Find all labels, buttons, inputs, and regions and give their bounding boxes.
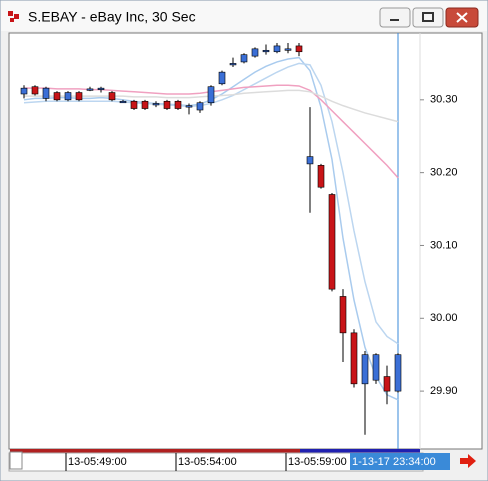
scroll-right-arrow[interactable] xyxy=(460,454,476,468)
candle-body xyxy=(42,87,50,99)
candle-body xyxy=(361,354,369,385)
cursor-label: 1-13-17 23:34:00 xyxy=(352,456,436,468)
candle-body xyxy=(141,100,149,109)
scroll-thumb[interactable] xyxy=(300,449,420,453)
candle-body xyxy=(251,48,259,57)
candle-body xyxy=(328,194,336,290)
candle-body xyxy=(273,45,281,53)
candle-body xyxy=(317,165,325,188)
x-tick-label: 13-05:54:00 xyxy=(178,456,237,468)
y-tick-label: 30.30 xyxy=(430,94,458,106)
candle-body xyxy=(218,71,226,85)
x-tick-label: 13-05:49:00 xyxy=(68,456,127,468)
candle-body xyxy=(284,48,292,51)
x-tick-label: 13-05:59:00 xyxy=(288,456,347,468)
y-tick-label: 30.20 xyxy=(430,167,458,179)
candle-body xyxy=(295,45,303,53)
candle-body xyxy=(75,92,83,101)
scroll-left[interactable] xyxy=(9,451,23,470)
candle-body xyxy=(163,100,171,109)
candle-body xyxy=(394,354,402,392)
candle-body xyxy=(262,49,270,53)
candle-body xyxy=(207,86,215,104)
maximize-button[interactable] xyxy=(412,7,444,28)
minimize-button[interactable] xyxy=(379,7,411,28)
window-title: S.EBAY - eBay Inc, 30 Sec xyxy=(28,9,196,25)
candle-body xyxy=(86,88,94,91)
cursor-label-bg xyxy=(350,453,450,470)
candle-body xyxy=(119,100,127,104)
candle-body xyxy=(64,92,72,101)
candle-body xyxy=(306,156,314,165)
candle-body xyxy=(130,100,138,109)
candle-body xyxy=(31,86,39,95)
candle-body xyxy=(372,354,380,381)
candle-body xyxy=(339,296,347,334)
app-icon xyxy=(8,11,19,22)
candle-body xyxy=(108,92,116,101)
candle-body xyxy=(174,100,182,109)
candle-body xyxy=(196,102,204,111)
candle-body xyxy=(152,103,160,106)
candle-body xyxy=(229,63,237,66)
candle-body xyxy=(383,376,391,392)
candle-body xyxy=(53,92,61,101)
y-tick-label: 30.10 xyxy=(430,239,458,251)
plot-frame xyxy=(8,32,483,450)
candle-body xyxy=(97,87,105,90)
y-tick-label: 30.00 xyxy=(430,312,458,324)
scroll-track xyxy=(10,449,300,453)
candle-body xyxy=(350,332,358,385)
candle-body xyxy=(185,105,193,108)
y-tick-label: 29.90 xyxy=(430,385,458,397)
candle-body xyxy=(240,54,248,63)
candle-body xyxy=(20,87,28,95)
close-button[interactable] xyxy=(445,7,479,28)
